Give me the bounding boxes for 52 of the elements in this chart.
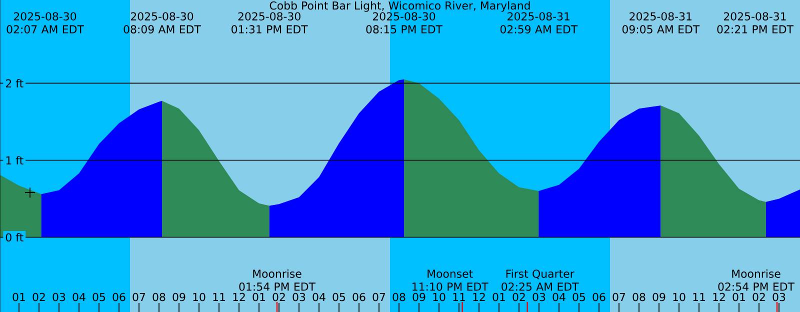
ref-line-label: Moonrise 01:54 PM EDT: [239, 269, 316, 291]
x-tick-label: 05: [332, 292, 346, 302]
x-tick-label: 11: [453, 293, 465, 301]
x-tick-label: 02: [512, 292, 525, 302]
x-tick-label: 03: [772, 292, 786, 302]
x-tick-label: 09: [412, 292, 426, 302]
annotation: 2025-08-30 02:07 AM EDT: [6, 12, 84, 34]
x-tick-label: 12: [233, 292, 245, 301]
x-tick-label: 09: [652, 292, 666, 302]
x-tick-label: 07: [132, 292, 146, 302]
x-tick-label: 05: [92, 292, 106, 302]
x-tick-label: 08: [632, 292, 646, 302]
x-tick-label: 08: [152, 292, 166, 302]
x-tick-label: 07: [372, 292, 386, 302]
x-tick-label: 02: [32, 292, 45, 302]
y-tick-label: 1 ft: [6, 156, 24, 164]
x-tick-label: 10: [673, 292, 686, 302]
x-tick-label: 11: [213, 293, 225, 301]
x-tick-label: 02: [272, 292, 285, 302]
x-tick-label: 01: [12, 292, 25, 302]
ref-line-label: Moonset 11:10 PM EDT: [412, 270, 488, 291]
x-tick-label: 02: [752, 292, 765, 302]
x-tick-label: 05: [572, 292, 586, 302]
annotation: 2025-08-31 09:05 AM EDT: [622, 12, 700, 34]
annotation: 2025-08-31 02:21 PM EDT: [717, 12, 794, 34]
x-tick-label: 06: [592, 292, 606, 302]
x-tick-label: 01: [252, 292, 265, 302]
x-tick-label: 08: [392, 292, 406, 302]
ref-line-label: Moonrise 02:54 PM EDT: [718, 269, 795, 291]
ref-line-label: First Quarter 02:25 AM EDT: [502, 269, 579, 291]
x-tick-label: 06: [112, 292, 126, 302]
chart-title: Cobb Point Bar Light, Wicomico River, Maryland: [270, 1, 530, 12]
x-tick-label: 07: [612, 292, 626, 302]
x-tick-label: 04: [72, 292, 86, 302]
x-tick-label: 01: [732, 292, 745, 302]
x-tick-label: 12: [713, 292, 725, 301]
y-tick-label: 0 ft: [6, 233, 24, 242]
annotation: 2025-08-31 02:59 AM EDT: [500, 12, 578, 34]
x-tick-label: 04: [552, 292, 566, 302]
x-tick-label: 12: [473, 292, 485, 301]
x-tick-label: 04: [312, 292, 326, 302]
x-tick-label: 10: [433, 292, 446, 302]
annotation: 2025-08-30 01:31 PM EDT: [232, 12, 308, 34]
x-tick-label: 03: [292, 292, 306, 302]
x-tick-label: 09: [172, 292, 186, 302]
x-tick-label: 06: [352, 292, 366, 302]
x-tick-label: 01: [492, 292, 505, 302]
x-tick-label: 03: [52, 292, 66, 302]
x-tick-label: 10: [193, 292, 206, 302]
y-tick-label: 2 ft: [6, 79, 24, 88]
x-tick-label: 11: [693, 293, 705, 301]
x-tick-label: 03: [532, 292, 546, 302]
